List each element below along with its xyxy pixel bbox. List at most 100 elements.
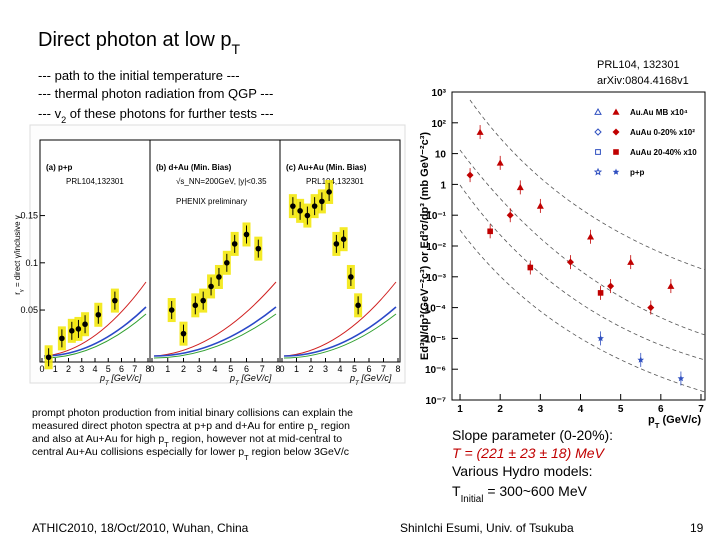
data-point <box>75 326 82 332</box>
y-tick-label: 0.05 <box>20 305 38 315</box>
x-tick-label: 1 <box>165 364 170 374</box>
data-point <box>647 304 655 312</box>
x-tick-label: 5 <box>106 364 111 374</box>
data-point <box>311 203 318 209</box>
x-tick-label: 3 <box>79 364 84 374</box>
legend-symbol <box>612 128 620 136</box>
data-point <box>637 356 645 363</box>
text-segment: (GeV/c) <box>659 414 701 426</box>
x-tick-label: 6 <box>119 364 124 374</box>
data-point <box>168 307 175 313</box>
data-point <box>180 330 187 337</box>
x-axis-label: pT [GeV/c] <box>99 373 142 387</box>
y-tick-label: 10⁻⁶ <box>425 365 446 376</box>
curve <box>459 229 706 393</box>
data-point <box>333 241 340 247</box>
data-point <box>597 334 604 342</box>
panel-frame <box>39 139 151 363</box>
text-segment: measured direct photon spectra at p+p an… <box>32 420 314 432</box>
footer-left: ATHIC2010, 18/Oct/2010, Wuhan, China <box>32 521 249 535</box>
data-point <box>216 274 222 280</box>
x-tick-label: 4 <box>92 364 97 374</box>
caption-line: measured direct photon spectra at p+p an… <box>32 420 350 436</box>
bullet: --- v2 of these photons for further test… <box>38 106 274 125</box>
text-segment: Direct photon at low p <box>38 29 231 51</box>
y-tick-label: 10³ <box>432 88 447 99</box>
x-tick-label: 7 <box>132 364 137 374</box>
x-tick-label: 4 <box>337 364 342 374</box>
data-point <box>667 282 675 289</box>
panel-note: PRL104,132301 <box>306 177 364 186</box>
theory-curve <box>153 281 277 357</box>
legend-symbol <box>612 168 620 175</box>
text-segment: T <box>313 427 318 436</box>
text-segment: of these photons for further tests --- <box>66 106 273 121</box>
x-tick-label: 3 <box>323 364 328 374</box>
x-tick-label: 2 <box>181 364 186 374</box>
x-tick-label: 4 <box>212 364 217 374</box>
x-axis-label: pT [GeV/c] <box>349 373 392 387</box>
data-point <box>566 258 574 266</box>
data-point <box>231 241 238 247</box>
title: Direct photon at low pT <box>38 29 240 57</box>
text-segment: Various Hydro models: <box>452 463 593 479</box>
x-tick-label: 1 <box>457 404 463 415</box>
text-segment: T <box>105 380 110 387</box>
x-tick-label: 3 <box>538 404 544 415</box>
text-segment: [GeV/c] <box>109 373 142 383</box>
data-point <box>200 297 206 304</box>
data-point <box>224 260 230 266</box>
data-point <box>95 311 102 318</box>
bullet: --- thermal photon radiation from QGP --… <box>38 86 273 101</box>
legend-symbol <box>595 149 601 155</box>
panel-label: (c) Au+Au (Min. Bias) <box>286 163 367 172</box>
data-point <box>506 211 514 219</box>
text-segment: region below 3GeV/c <box>249 446 349 458</box>
text-segment: --- path to the initial temperature --- <box>38 68 240 83</box>
x-tick-label: 0 <box>39 364 44 374</box>
legend-label: p+p <box>630 168 645 177</box>
x-axis-label: pT (GeV/c) <box>648 414 701 430</box>
data-point <box>82 321 88 328</box>
text-segment: and also at Au+Au for high p <box>32 433 164 445</box>
legend: Au.Au MB x10⁴ AuAu 0-20% x10² AuAu 20-40% … <box>630 108 697 177</box>
x-tick-label: 8 <box>395 364 400 374</box>
x-tick-label: 0 <box>279 364 284 374</box>
footer-center: ShinIchi Esumi, Univ. of Tsukuba <box>400 521 574 535</box>
bullet: --- path to the initial temperature --- <box>38 68 240 83</box>
y-axis-label: rγ = direct γ/inclusive γ <box>13 215 25 295</box>
curve <box>469 99 706 271</box>
x-tick-label: 6 <box>366 364 371 374</box>
y-tick-label: 10⁻⁵ <box>425 334 446 345</box>
data-point <box>319 198 325 205</box>
text-segment: [GeV/c] <box>359 373 392 383</box>
data-point <box>677 375 685 382</box>
x-tick-label: 6 <box>244 364 249 374</box>
x-tick-label: 5 <box>228 364 233 374</box>
panel-note: PRL104,132301 <box>66 177 124 186</box>
x-tick-label: 1 <box>294 364 299 374</box>
data-point <box>243 231 250 238</box>
x-tick-label: 4 <box>578 404 584 415</box>
x-tick-label: 8 <box>275 364 280 374</box>
caption-line: central Au+Au collisions especially for … <box>32 446 349 462</box>
data-point <box>355 302 361 309</box>
text-segment: T <box>452 483 461 499</box>
data-point <box>297 208 303 214</box>
data-point <box>516 183 524 191</box>
text-segment: T = (221 ± 23 ± 18) MeV <box>452 445 606 461</box>
data-point <box>208 283 214 290</box>
result-line: T = (221 ± 23 ± 18) MeV <box>452 445 606 461</box>
data-point <box>607 282 615 290</box>
x-tick-label: 7 <box>260 364 265 374</box>
data-point <box>627 258 635 265</box>
text-segment: region, however not at mid-central to <box>169 433 342 445</box>
text-segment: p <box>99 373 105 383</box>
text-segment: --- v <box>38 106 62 121</box>
y-tick-label: 1 <box>440 180 446 191</box>
legend-symbol <box>594 128 602 136</box>
x-tick-label: 5 <box>352 364 357 374</box>
data-point <box>192 302 199 309</box>
data-point <box>340 236 347 242</box>
text-segment: p <box>648 414 655 426</box>
